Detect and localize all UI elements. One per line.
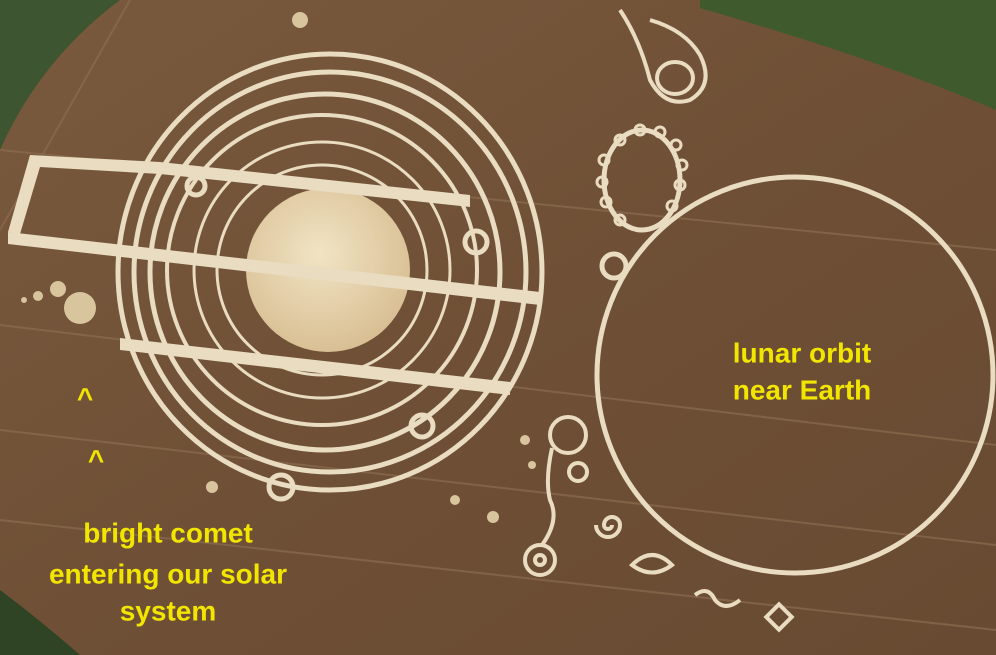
caret: ^ xyxy=(77,382,93,413)
label: entering our solar xyxy=(49,558,287,589)
caret: ^ xyxy=(88,444,104,475)
field-surface xyxy=(0,0,996,655)
label: bright comet xyxy=(83,517,253,548)
label: lunar orbit xyxy=(733,337,871,368)
label: near Earth xyxy=(733,374,872,405)
aerial-photo: lunar orbit near Earth bright comet ente… xyxy=(0,0,996,655)
label: system xyxy=(120,595,217,626)
